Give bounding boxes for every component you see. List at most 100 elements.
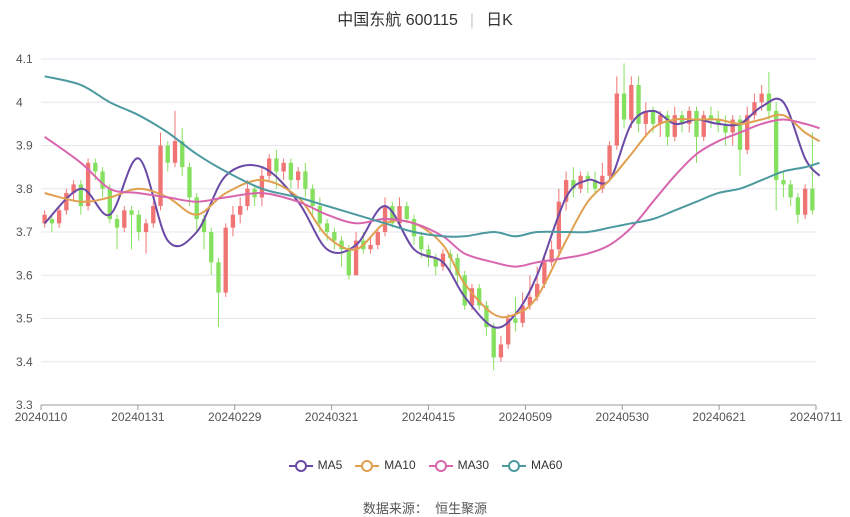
candle-body [687, 110, 692, 124]
candles [42, 63, 815, 371]
candle [643, 102, 648, 137]
candle [592, 171, 598, 194]
candle-body [339, 240, 344, 250]
candle [295, 167, 301, 189]
candle-body [85, 162, 91, 207]
candle-body [716, 119, 721, 124]
candle-body [672, 115, 677, 137]
candle [571, 167, 576, 198]
candle-body [614, 93, 619, 146]
candle-body [158, 145, 163, 207]
candle [563, 171, 569, 211]
candle-body [658, 115, 663, 124]
candle-body [114, 219, 120, 228]
legend-label: MA10 [384, 458, 416, 472]
candle-body [621, 93, 627, 120]
y-axis-ticks: 3.3 3.4 3.5 3.6 3.7 3.8 3.9 4 4.1 [16, 52, 33, 412]
candle [382, 197, 388, 237]
candle [122, 206, 127, 232]
candle-body [585, 175, 591, 181]
stock-name: 中国东航 600115 [337, 12, 458, 29]
candle-body [491, 327, 496, 358]
candle-body [600, 175, 605, 189]
y-tick-label: 3.4 [16, 355, 33, 369]
candle [216, 257, 221, 328]
candle [440, 249, 446, 271]
legend-swatch-marker [434, 459, 447, 472]
candle [810, 132, 815, 215]
candle-body [506, 318, 511, 345]
title-separator: | [469, 12, 475, 29]
candle-body [440, 253, 446, 267]
legend-label: MA30 [457, 458, 490, 472]
candle [353, 232, 359, 276]
candle [78, 180, 84, 215]
candle-body [259, 175, 265, 198]
candle-body [426, 249, 431, 258]
legend-label: MA5 [317, 458, 343, 472]
candle [636, 76, 641, 133]
y-tick-label: 3.5 [16, 312, 33, 326]
candle-body [324, 223, 330, 232]
legend-swatch-icon [288, 459, 313, 472]
candle [795, 193, 801, 224]
series-line-ma60 [44, 75, 820, 238]
candle-body [78, 184, 84, 207]
candle-body [245, 188, 250, 207]
legend: MA5 MA10 MA30 MA60 [0, 458, 850, 473]
candle-body [266, 158, 272, 176]
candle-body [390, 206, 395, 224]
candle-body [368, 244, 373, 250]
candle [404, 201, 409, 224]
candle [411, 214, 417, 245]
candle-body [194, 197, 199, 220]
y-tick-label: 3.3 [16, 398, 33, 412]
candle [665, 110, 670, 146]
candle [484, 301, 489, 336]
candle-body [513, 318, 518, 323]
legend-swatch-marker [294, 459, 307, 472]
candle-body [216, 262, 221, 293]
candle-body [708, 115, 714, 120]
x-tick-label: 20240131 [111, 410, 165, 424]
candle [303, 162, 308, 198]
candle-body [773, 110, 779, 181]
candle [737, 115, 743, 176]
legend-item-ma10[interactable]: MA10 [354, 458, 416, 473]
legend-swatch-icon [502, 459, 527, 472]
x-tick-label: 20240530 [596, 410, 650, 424]
candle [621, 63, 627, 129]
candle [158, 132, 163, 211]
series-line-ma5 [43, 97, 821, 329]
candle-body [527, 296, 533, 306]
series-line-ma30 [44, 118, 820, 268]
candle-body [332, 232, 337, 241]
candle [607, 141, 612, 181]
candle [773, 102, 779, 211]
candle [708, 106, 714, 129]
candle [629, 76, 634, 129]
candle-body [781, 180, 786, 185]
candle [180, 128, 185, 176]
legend-item-ma60[interactable]: MA60 [501, 458, 562, 473]
candle-body [810, 188, 815, 211]
candle [477, 283, 482, 310]
legend-item-ma30[interactable]: MA30 [428, 458, 489, 473]
candle-body [737, 119, 743, 150]
x-tick-label: 20240321 [305, 410, 359, 424]
candle [730, 115, 735, 146]
candle [549, 240, 554, 267]
candle-body [419, 236, 424, 250]
candle-body [165, 145, 170, 163]
candle-body [759, 93, 764, 103]
candle [165, 141, 170, 172]
candle [259, 167, 265, 207]
legend-item-ma5[interactable]: MA5 [288, 458, 343, 473]
period-label[interactable]: 日K [486, 12, 513, 29]
candle-body [520, 305, 525, 323]
y-tick-label: 4 [16, 95, 23, 109]
candle [368, 236, 373, 254]
candle-body [556, 201, 562, 250]
candle-body [650, 110, 656, 124]
